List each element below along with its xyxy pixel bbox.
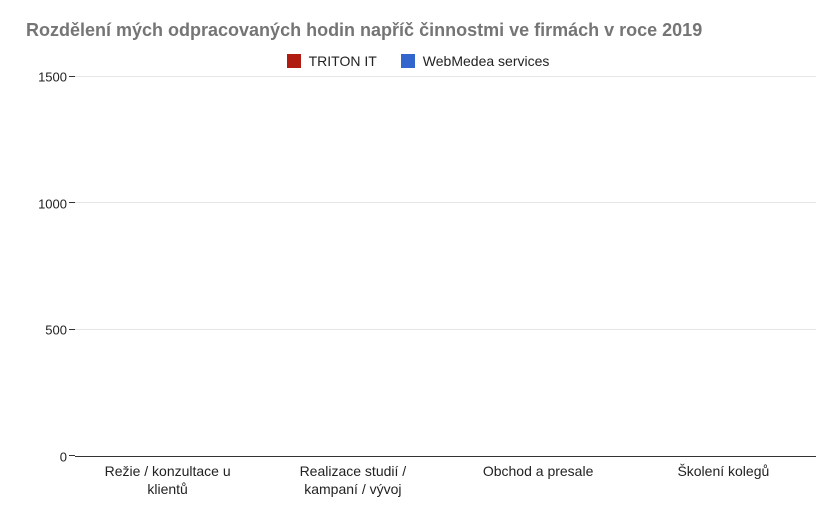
x-axis-labels: Režie / konzultace u klientů Realizace s… [75, 463, 816, 498]
bar-group [457, 77, 620, 456]
legend-swatch-triton [287, 54, 301, 68]
y-tick: 500 [45, 323, 67, 338]
bars-row [75, 77, 816, 456]
chart-title: Rozdělení mých odpracovaných hodin napří… [26, 20, 816, 41]
bar-group [271, 77, 434, 456]
plot-area: 1500 1000 500 0 [20, 77, 816, 457]
chart-container: Rozdělení mých odpracovaných hodin napří… [0, 0, 836, 517]
chart-body [75, 77, 816, 457]
legend-swatch-webmedea [401, 54, 415, 68]
bar-group [86, 77, 249, 456]
y-axis: 1500 1000 500 0 [20, 77, 75, 457]
x-label: Realizace studií / kampaní / vývoj [271, 463, 434, 498]
y-tick: 0 [60, 450, 67, 465]
legend-label: WebMedea services [423, 53, 550, 69]
y-tick: 1500 [38, 70, 67, 85]
x-label: Obchod a presale [457, 463, 620, 498]
legend-item-webmedea: WebMedea services [401, 53, 550, 69]
x-label: Režie / konzultace u klientů [86, 463, 249, 498]
legend-item-triton: TRITON IT [287, 53, 377, 69]
legend-label: TRITON IT [309, 53, 377, 69]
x-label: Školení kolegů [642, 463, 805, 498]
bar-group [642, 77, 805, 456]
y-tick: 1000 [38, 196, 67, 211]
legend: TRITON IT WebMedea services [20, 53, 816, 69]
